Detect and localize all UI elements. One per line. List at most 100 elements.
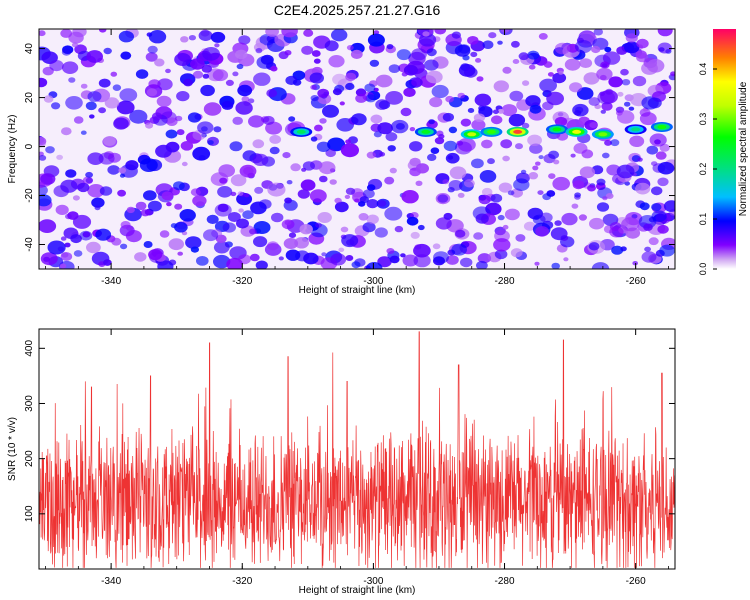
noise-blob xyxy=(222,222,236,233)
noise-blob xyxy=(230,174,247,187)
noise-blob xyxy=(118,167,127,174)
noise-blob xyxy=(190,188,201,196)
snr-y-label: SNR (10 * v/v) xyxy=(7,417,18,481)
noise-blob xyxy=(362,189,375,199)
noise-blob xyxy=(443,140,458,152)
noise-blob xyxy=(401,190,419,204)
noise-blob xyxy=(249,228,257,235)
noise-blob xyxy=(118,30,134,43)
spectrogram-y-tick-label: 0 xyxy=(24,143,35,149)
snr-x-tick-label: -320 xyxy=(232,576,252,587)
noise-blob xyxy=(176,129,185,136)
noise-blob xyxy=(103,136,116,147)
noise-blob xyxy=(396,49,411,61)
noise-blob xyxy=(596,202,610,212)
noise-blob xyxy=(202,47,221,61)
noise-blob xyxy=(366,199,379,209)
noise-blob xyxy=(250,201,267,215)
noise-blob xyxy=(98,107,106,114)
noise-blob xyxy=(641,251,657,263)
noise-blob xyxy=(125,230,142,243)
noise-blob xyxy=(670,71,675,77)
noise-blob xyxy=(351,113,367,126)
noise-blob xyxy=(230,191,237,197)
noise-blob xyxy=(197,121,214,134)
noise-blob xyxy=(620,246,627,252)
noise-blob xyxy=(547,72,554,77)
noise-blob xyxy=(147,200,162,212)
noise-blob xyxy=(572,103,589,117)
noise-blob xyxy=(71,42,79,48)
noise-blob xyxy=(400,253,406,258)
noise-blob xyxy=(203,229,219,242)
noise-blob xyxy=(445,152,460,164)
noise-blob xyxy=(237,191,244,196)
noise-blob xyxy=(255,260,268,269)
noise-blob xyxy=(437,194,449,203)
noise-blob xyxy=(415,180,423,186)
noise-blob xyxy=(552,176,570,191)
noise-blob xyxy=(95,228,112,241)
noise-blob xyxy=(290,163,301,172)
noise-blob xyxy=(501,104,518,117)
noise-blob xyxy=(500,29,510,33)
noise-blob xyxy=(62,61,79,74)
noise-blob xyxy=(288,116,296,122)
noise-blob xyxy=(370,114,383,124)
spectrogram-x-label: Height of straight line (km) xyxy=(299,285,416,296)
noise-blob xyxy=(192,70,204,79)
snr-series-line xyxy=(39,331,675,568)
noise-blob xyxy=(154,58,165,67)
noise-blob xyxy=(235,49,248,60)
noise-blob xyxy=(294,237,309,249)
noise-blob xyxy=(430,147,440,154)
noise-blob xyxy=(345,82,355,91)
noise-blob xyxy=(365,94,377,103)
noise-blob xyxy=(502,224,509,230)
noise-blob xyxy=(91,197,105,208)
noise-blob xyxy=(146,88,158,97)
noise-blob xyxy=(457,137,476,152)
noise-blob xyxy=(548,150,560,159)
noise-blob xyxy=(103,259,112,266)
noise-blob xyxy=(643,223,653,231)
noise-blob xyxy=(389,255,400,264)
noise-blob xyxy=(324,40,339,52)
noise-blob xyxy=(332,73,347,86)
noise-blob xyxy=(72,195,80,201)
noise-blob xyxy=(438,134,445,139)
noise-blob xyxy=(303,29,314,37)
noise-blob xyxy=(470,51,478,58)
noise-blob xyxy=(411,48,427,61)
noise-blob xyxy=(402,254,419,267)
noise-blob xyxy=(159,230,170,238)
noise-blob xyxy=(180,36,189,43)
noise-blob xyxy=(651,161,658,167)
noise-blob xyxy=(317,212,332,223)
noise-blob xyxy=(108,152,121,163)
snr-y-tick-label: 100 xyxy=(24,505,35,522)
noise-blob xyxy=(284,197,292,204)
noise-blob xyxy=(520,169,527,174)
colorbar-gradient xyxy=(713,29,736,269)
noise-blob xyxy=(384,206,403,221)
noise-blob xyxy=(384,176,395,185)
noise-blob xyxy=(39,77,48,88)
noise-blob xyxy=(600,89,618,104)
noise-blob xyxy=(148,249,163,261)
noise-blob xyxy=(334,197,342,204)
noise-blob xyxy=(183,78,193,87)
noise-blob xyxy=(161,191,174,201)
noise-blob xyxy=(120,164,138,178)
noise-blob xyxy=(554,220,562,226)
noise-blob xyxy=(192,195,207,207)
noise-blob xyxy=(134,252,147,262)
noise-blob xyxy=(135,69,149,79)
noise-blob xyxy=(344,194,351,199)
noise-blob xyxy=(174,203,183,210)
noise-blob xyxy=(574,192,581,198)
noise-blob xyxy=(434,29,447,35)
noise-blob xyxy=(253,221,271,234)
noise-blob xyxy=(473,113,485,122)
noise-blob xyxy=(82,231,91,238)
